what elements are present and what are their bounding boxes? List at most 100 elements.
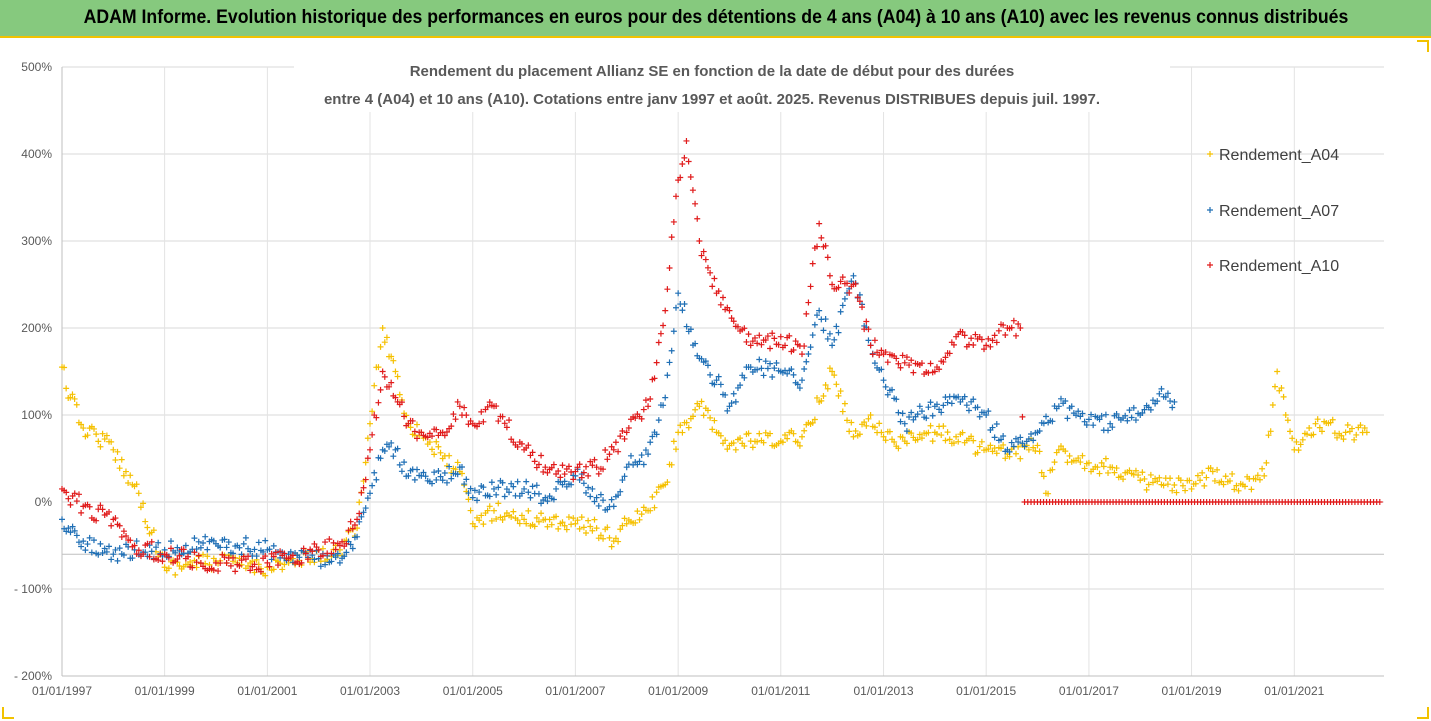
- interpolated-point: [1318, 428, 1325, 435]
- interpolated-point: [1043, 413, 1050, 420]
- interpolated-point: [574, 464, 581, 471]
- interpolated-point: [608, 543, 615, 550]
- interpolated-point: [557, 474, 564, 481]
- interpolated-point: [467, 507, 474, 514]
- interpolated-point: [238, 557, 245, 564]
- interpolated-point: [377, 455, 384, 462]
- interpolated-point: [204, 546, 211, 553]
- interpolated-point: [649, 493, 656, 500]
- interpolated-point: [426, 439, 433, 446]
- interpolated-point: [580, 469, 587, 476]
- interpolated-point: [1008, 324, 1015, 331]
- interpolated-point: [563, 526, 570, 533]
- interpolated-point: [1002, 332, 1009, 339]
- interpolated-point: [71, 395, 78, 402]
- interpolated-point: [360, 484, 367, 491]
- interpolated-point: [116, 465, 123, 472]
- interpolated-point: [876, 352, 883, 359]
- interpolated-point: [343, 549, 350, 556]
- interpolated-point: [970, 437, 977, 444]
- interpolated-point: [495, 500, 502, 507]
- interpolated-point: [687, 174, 694, 181]
- interpolated-point: [976, 413, 983, 420]
- interpolated-point: [1299, 436, 1306, 443]
- interpolated-point: [595, 470, 602, 477]
- interpolated-point: [1124, 417, 1131, 424]
- interpolated-point: [411, 476, 418, 483]
- interpolated-point: [1073, 412, 1080, 419]
- data-point: [264, 559, 271, 566]
- interpolated-point: [895, 445, 902, 452]
- interpolated-point: [484, 403, 491, 410]
- interpolated-point: [788, 366, 795, 373]
- interpolated-point: [790, 347, 797, 354]
- interpolated-point: [1269, 402, 1276, 409]
- interpolated-point: [1102, 411, 1109, 418]
- interpolated-point: [685, 158, 692, 165]
- interpolated-point: [938, 432, 945, 439]
- interpolated-point: [1141, 406, 1148, 413]
- series-Rendement_A10: [59, 137, 1383, 575]
- data-point: [405, 472, 412, 479]
- interpolated-point: [341, 553, 348, 560]
- interpolated-point: [762, 358, 769, 365]
- interpolated-point: [210, 567, 217, 574]
- interpolated-point: [1334, 434, 1341, 441]
- interpolated-point: [73, 532, 80, 539]
- interpolated-point: [647, 439, 654, 446]
- interpolated-point: [985, 446, 992, 453]
- interpolated-point: [195, 552, 202, 559]
- interpolated-point: [1179, 482, 1186, 489]
- interpolated-point: [383, 334, 390, 341]
- x-tick-label: 01/01/2015: [956, 684, 1016, 698]
- interpolated-point: [561, 478, 568, 485]
- data-point: [983, 412, 990, 418]
- interpolated-point: [281, 561, 288, 568]
- interpolated-point: [345, 527, 352, 534]
- interpolated-point: [538, 500, 545, 507]
- interpolated-point: [769, 330, 776, 337]
- interpolated-point: [844, 280, 851, 287]
- interpolated-point: [1126, 467, 1133, 474]
- interpolated-point: [140, 551, 147, 558]
- interpolated-point: [93, 517, 100, 524]
- interpolated-point: [1222, 473, 1229, 480]
- interpolated-point: [600, 535, 607, 542]
- interpolated-point: [1263, 459, 1270, 466]
- interpolated-point: [1051, 459, 1058, 466]
- interpolated-point: [1126, 407, 1133, 414]
- interpolated-point: [989, 424, 996, 431]
- interpolated-point: [820, 327, 827, 334]
- interpolated-point: [811, 321, 818, 328]
- data-point: [829, 342, 836, 349]
- interpolated-point: [388, 353, 395, 360]
- interpolated-point: [232, 568, 239, 575]
- interpolated-point: [407, 424, 414, 431]
- interpolated-point: [561, 522, 568, 529]
- interpolated-point: [583, 489, 590, 496]
- interpolated-point: [388, 439, 395, 446]
- interpolated-point: [844, 417, 851, 424]
- interpolated-point: [692, 340, 699, 347]
- interpolated-point: [989, 337, 996, 344]
- interpolated-point: [959, 429, 966, 436]
- data-point: [983, 342, 990, 349]
- x-tick-label: 01/01/2017: [1059, 684, 1119, 698]
- interpolated-point: [550, 461, 557, 468]
- interpolated-point: [995, 327, 1002, 334]
- interpolated-point: [578, 514, 585, 521]
- interpolated-point: [681, 300, 688, 307]
- interpolated-point: [266, 546, 273, 553]
- interpolated-point: [495, 418, 502, 425]
- interpolated-point: [373, 476, 380, 483]
- interpolated-point: [591, 498, 598, 505]
- interpolated-point: [711, 417, 718, 424]
- interpolated-point: [784, 435, 791, 442]
- interpolated-point: [123, 532, 130, 539]
- data-point: [645, 403, 652, 410]
- interpolated-point: [948, 400, 955, 407]
- interpolated-point: [429, 480, 436, 487]
- interpolated-point: [167, 545, 174, 552]
- data-point: [901, 359, 908, 366]
- data-point: [593, 464, 600, 471]
